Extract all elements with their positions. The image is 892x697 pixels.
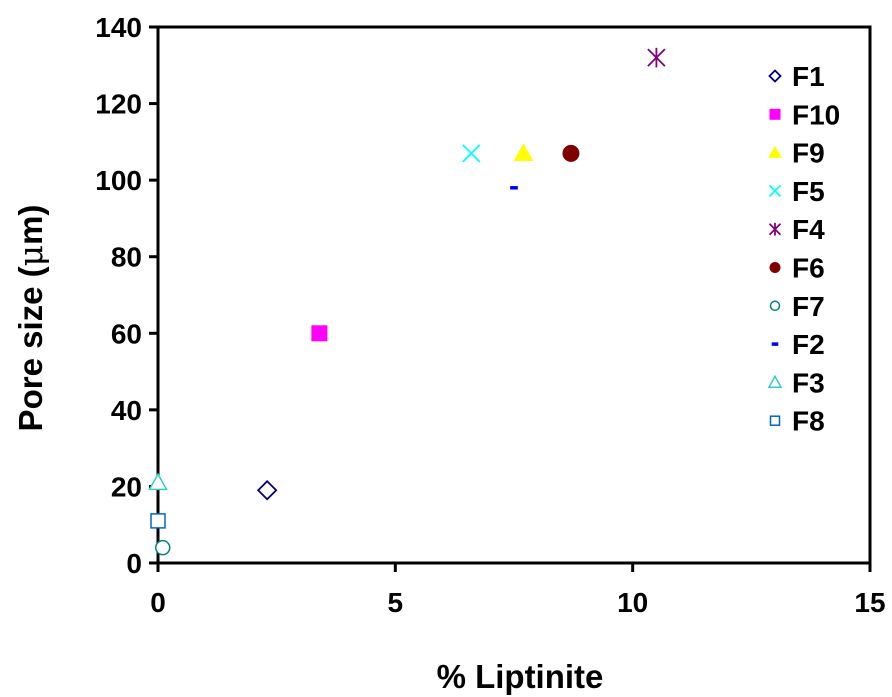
y-axis-title-prefix: Pore size ( bbox=[12, 266, 49, 431]
data-point-f10 bbox=[311, 325, 328, 342]
legend-marker bbox=[769, 300, 781, 312]
legend-entry-f8: F8 bbox=[769, 406, 825, 437]
legend-marker bbox=[768, 222, 782, 236]
legend-entry-f1: F1 bbox=[768, 61, 825, 92]
legend-entry-f3: F3 bbox=[767, 367, 825, 398]
y-tick-label: 20 bbox=[111, 471, 142, 502]
legend-marker bbox=[768, 184, 782, 198]
legend-marker bbox=[767, 374, 783, 388]
data-point-f3 bbox=[148, 472, 168, 491]
legend-entry-f5: F5 bbox=[768, 176, 825, 207]
legend-label: F5 bbox=[792, 176, 825, 207]
y-axis-title-mu: μ bbox=[11, 245, 50, 266]
legend-entry-f7: F7 bbox=[769, 291, 825, 322]
x-tick-label: 10 bbox=[617, 587, 648, 618]
y-axis-title: Pore size (μm) bbox=[11, 205, 50, 432]
x-tick-label: 5 bbox=[388, 587, 404, 618]
data-point-f9 bbox=[513, 143, 534, 162]
x-tick-label: 0 bbox=[150, 587, 166, 618]
y-axis-ticks: 0 20 40 60 80 100 120 140 bbox=[95, 12, 158, 579]
y-tick-label: 80 bbox=[111, 242, 142, 273]
legend-label: F4 bbox=[792, 214, 825, 245]
legend-entry-f6: F6 bbox=[769, 253, 825, 284]
x-tick-label: 15 bbox=[854, 587, 885, 618]
legend-marker bbox=[769, 108, 781, 120]
data-points bbox=[148, 47, 666, 556]
legend-label: F2 bbox=[792, 329, 825, 360]
data-point-f8 bbox=[150, 513, 166, 529]
y-tick-label: 40 bbox=[111, 395, 142, 426]
y-tick-label: 140 bbox=[95, 12, 142, 43]
legend-entry-f4: F4 bbox=[768, 214, 825, 245]
data-point-f1 bbox=[256, 479, 278, 501]
legend-label: F6 bbox=[792, 253, 825, 284]
legend-entry-f10: F10 bbox=[769, 99, 840, 130]
legend-marker bbox=[769, 415, 781, 426]
legend: F1 F10 F9 F5 F4 F6 F7 F2 F3 F8 bbox=[767, 61, 840, 437]
x-axis-title: % Liptinite bbox=[437, 658, 604, 695]
legend-marker bbox=[768, 69, 782, 83]
legend-entry-f2: F2 bbox=[771, 329, 825, 360]
y-tick-label: 60 bbox=[111, 318, 142, 349]
y-axis-title-suffix: m) bbox=[12, 205, 49, 245]
legend-label: F10 bbox=[792, 99, 840, 130]
legend-marker bbox=[768, 145, 782, 158]
legend-label: F7 bbox=[792, 291, 825, 322]
legend-label: F1 bbox=[792, 61, 825, 92]
y-tick-label: 0 bbox=[126, 548, 142, 579]
x-axis-ticks: 0 5 10 15 bbox=[150, 563, 886, 618]
y-tick-label: 100 bbox=[95, 165, 142, 196]
legend-label: F8 bbox=[792, 406, 825, 437]
plot-area-frame bbox=[156, 25, 872, 565]
data-point-f6 bbox=[562, 144, 580, 162]
data-point-f5 bbox=[462, 144, 481, 163]
y-tick-label: 120 bbox=[95, 89, 142, 120]
legend-entry-f9: F9 bbox=[768, 138, 825, 169]
legend-label: F3 bbox=[792, 367, 825, 398]
legend-marker bbox=[769, 262, 781, 273]
data-point-f7 bbox=[154, 539, 171, 556]
legend-label: F9 bbox=[792, 138, 825, 169]
data-point-f4 bbox=[647, 47, 666, 68]
